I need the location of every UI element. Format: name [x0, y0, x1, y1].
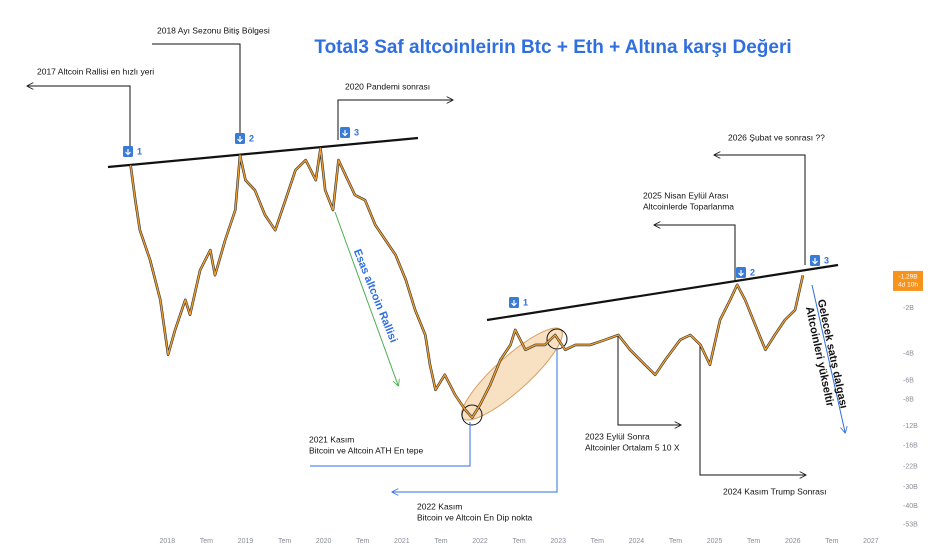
- annotation-lines: [28, 43, 845, 492]
- arrow: [152, 43, 241, 140]
- marker-number: 1: [137, 146, 142, 156]
- countdown: 4d 10h: [898, 282, 918, 289]
- x-tick-label: Tem: [200, 538, 213, 545]
- y-tick-label: -53B: [903, 521, 918, 528]
- trendline: [107, 136, 419, 169]
- circle-marker: [546, 328, 568, 350]
- annotation: 2022 Kasım: [417, 501, 462, 511]
- marker-number: 3: [354, 127, 359, 137]
- marker-number: 1: [523, 297, 528, 307]
- marker-number: 2: [750, 267, 755, 277]
- x-tick-label: Tem: [278, 538, 291, 545]
- x-tick-label: 2026: [785, 538, 801, 545]
- x-tick-label: Tem: [356, 538, 369, 545]
- arrow: [715, 155, 806, 265]
- arrow: [699, 345, 805, 475]
- x-tick-label: 2023: [550, 538, 566, 545]
- y-tick-label: -4B: [903, 351, 914, 358]
- marker-number: 3: [824, 255, 829, 265]
- x-tick-label: Tem: [747, 538, 760, 545]
- y-tick-label: -8B: [903, 396, 914, 403]
- arrow: [28, 86, 131, 150]
- x-tick-label: 2019: [238, 538, 254, 545]
- annotation: 2024 Kasım Trump Sonrası: [723, 486, 826, 496]
- arrow: [310, 422, 471, 467]
- y-tick-label: -6B: [903, 377, 914, 384]
- annotation: 2018 Ayı Sezonu Bitiş Bölgesi: [157, 25, 270, 35]
- annotation: 2026 Şubat ve sonrası ??: [728, 132, 825, 142]
- annotation: 2023 Eylül Sonra: [585, 431, 650, 441]
- price-tag-label: -1,29B: [898, 274, 917, 281]
- x-tick-label: 2025: [707, 538, 723, 545]
- marker-arrow: [125, 149, 131, 156]
- x-tick-label: 2022: [472, 538, 488, 545]
- marker-number: 2: [249, 133, 254, 143]
- x-tick-label: 2020: [316, 538, 332, 545]
- chart-title: Total3 Saf altcoinleirin Btc + Eth + Alt…: [314, 37, 791, 58]
- marker-arrow: [738, 270, 744, 277]
- annotation: Bitcoin ve Altcoin En Dip nokta: [417, 512, 533, 522]
- annotation: 2025 Nisan Eylül Arası: [643, 190, 729, 200]
- marker-arrow: [237, 136, 243, 143]
- x-tick-label: 2018: [160, 538, 176, 545]
- circle-marker: [461, 404, 483, 426]
- marker-arrow: [511, 300, 517, 307]
- annotation: Bitcoin ve Altcoin ATH En tepe: [309, 445, 423, 455]
- marker-arrow: [812, 258, 818, 265]
- annotation: 2017 Altcoin Rallisi en hızlı yeri: [37, 66, 154, 76]
- x-tick-label: 2027: [863, 538, 879, 545]
- rally-label: Esas altcoin Rallisi: [351, 248, 399, 345]
- y-tick-label: -16B: [903, 442, 918, 449]
- marker-arrow: [342, 130, 348, 137]
- y-tick-label: -40B: [903, 503, 918, 510]
- annotation: 2021 Kasım: [309, 434, 354, 444]
- annotation: 2020 Pandemi sonrası: [345, 81, 430, 91]
- annotation: Altcoinler Ortalam 5 10 X: [585, 442, 680, 452]
- y-tick-label: -30B: [903, 484, 918, 491]
- y-tick-label: -12B: [903, 423, 918, 430]
- arrow: [337, 100, 452, 140]
- arrow: [334, 211, 398, 385]
- y-tick-label: -2B: [903, 305, 914, 312]
- y-tick-label: -22B: [903, 463, 918, 470]
- x-tick-label: 2021: [394, 538, 410, 545]
- price-line: [129, 147, 804, 419]
- x-tick-label: Tem: [591, 538, 604, 545]
- x-tick-label: Tem: [434, 538, 447, 545]
- arrow: [393, 350, 558, 492]
- price-tag: [893, 270, 923, 291]
- annotation: Altcoinlerde Toparlanma: [643, 201, 734, 211]
- arrow: [655, 225, 736, 280]
- price-line: [129, 147, 805, 419]
- trendline: [486, 263, 839, 322]
- x-tick-label: Tem: [512, 538, 525, 545]
- x-tick-label: Tem: [825, 538, 838, 545]
- arrow: [617, 335, 680, 425]
- arrow: [811, 284, 845, 432]
- x-tick-label: Tem: [669, 538, 682, 545]
- x-tick-label: 2024: [629, 538, 645, 545]
